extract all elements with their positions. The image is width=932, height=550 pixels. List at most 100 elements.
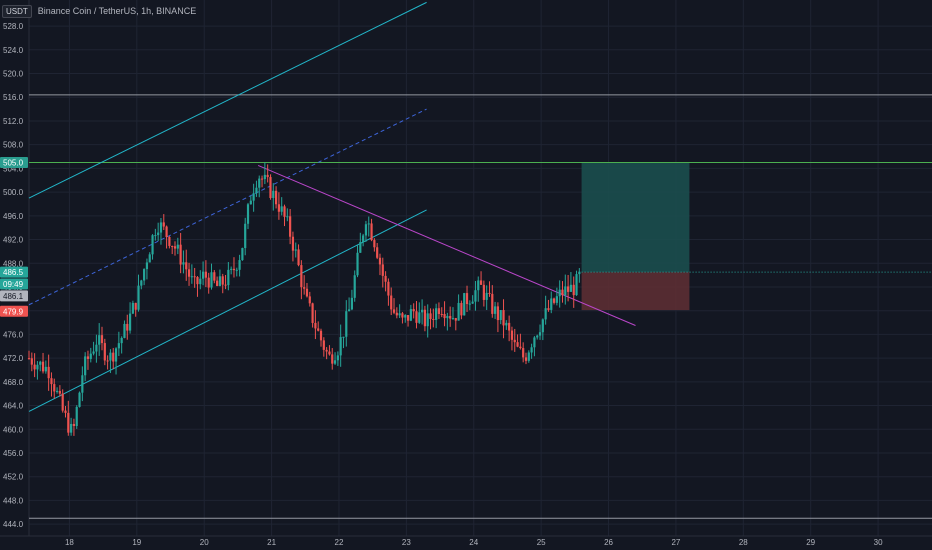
candle-body xyxy=(255,187,258,194)
price-tag-label: 486.5 xyxy=(3,268,24,277)
price-axis[interactable]: 444.0 448.0 452.0 456.0 460.0 464.0 468.0 472.0… xyxy=(3,22,24,529)
candle-body xyxy=(303,287,306,289)
y-tick-label: 456.0 xyxy=(3,449,24,458)
candle-body xyxy=(114,348,118,362)
candle-body xyxy=(41,361,45,372)
candle-body xyxy=(429,313,432,319)
price-tag-bg xyxy=(0,156,28,168)
position-zones[interactable] xyxy=(581,162,932,311)
y-tick-label: 464.0 xyxy=(3,402,24,411)
candle-body xyxy=(538,332,542,336)
candle-body xyxy=(187,269,191,277)
candle-body xyxy=(387,281,390,296)
y-tick-label: 444.0 xyxy=(3,520,24,529)
x-tick-label: 23 xyxy=(402,538,411,547)
candle-body xyxy=(491,293,494,314)
candle-body xyxy=(432,318,435,320)
candle-body xyxy=(412,309,415,312)
candle-body xyxy=(216,280,219,286)
candle-body xyxy=(440,313,443,315)
candle-body xyxy=(277,204,280,212)
candle-body xyxy=(120,337,123,344)
candle-body xyxy=(572,284,575,296)
currency-badge[interactable]: USDT xyxy=(2,4,32,18)
candle-body xyxy=(143,269,146,281)
candle-body xyxy=(311,303,314,323)
symbol-title[interactable]: Binance Coin / TetherUS, 1h, BINANCE xyxy=(37,6,197,16)
price-tag-label: 486.1 xyxy=(3,292,24,301)
candle-body xyxy=(81,375,84,393)
candle-body xyxy=(201,271,205,279)
price-tag-bg xyxy=(0,290,28,302)
candle-body xyxy=(454,318,457,321)
y-tick-label: 460.0 xyxy=(3,425,24,434)
candle-body xyxy=(117,343,120,349)
candle-body xyxy=(390,295,393,310)
candle-body xyxy=(272,190,275,198)
candle-body xyxy=(280,206,283,212)
candle-body xyxy=(409,309,412,321)
candle-body xyxy=(218,276,222,286)
price-tag-label: 505.0 xyxy=(3,158,24,167)
candle-body xyxy=(350,297,354,310)
candle-body xyxy=(406,315,410,321)
candle-body xyxy=(84,356,87,376)
candle-body xyxy=(252,193,255,201)
candle-body xyxy=(522,348,525,358)
candle-body xyxy=(134,302,137,310)
candle-body xyxy=(314,322,317,329)
candle-body xyxy=(505,322,508,326)
candle-body xyxy=(435,308,438,320)
x-tick-label: 18 xyxy=(65,538,74,547)
x-tick-label: 20 xyxy=(200,538,209,547)
price-tag-label: 09:49 xyxy=(3,280,24,289)
candle-body xyxy=(378,257,382,265)
candle-body xyxy=(418,312,421,323)
candle-body xyxy=(479,280,483,285)
candle-body xyxy=(398,313,401,316)
candle-body xyxy=(423,309,427,327)
candle-body xyxy=(204,271,207,278)
candle-body xyxy=(246,204,250,224)
candle-body xyxy=(168,237,171,246)
candle-body xyxy=(145,262,149,270)
candle-body xyxy=(499,310,502,321)
candle-body xyxy=(67,412,70,433)
candle-body xyxy=(50,378,53,385)
candle-body xyxy=(510,330,514,340)
candle-body xyxy=(561,289,564,296)
candle-body xyxy=(154,235,157,237)
candle-body xyxy=(468,303,471,305)
candle-body xyxy=(443,314,446,319)
candle-body xyxy=(446,315,449,319)
candle-body xyxy=(75,406,78,427)
candle-body xyxy=(555,296,558,303)
candle-body xyxy=(392,309,396,313)
candle-body xyxy=(567,286,570,292)
candle-body xyxy=(106,360,109,362)
candle-body xyxy=(488,292,491,294)
y-tick-label: 520.0 xyxy=(3,70,24,79)
y-tick-label: 504.0 xyxy=(3,164,24,173)
candle-body xyxy=(342,336,345,338)
candle-body xyxy=(286,216,289,218)
candle-body xyxy=(269,177,272,198)
time-axis[interactable]: 18 19 20 21 22 23 24 25 26 27 28 29 30 xyxy=(65,538,883,547)
y-tick-label: 492.0 xyxy=(3,236,24,245)
candle-body xyxy=(336,355,339,361)
horizontal-lines[interactable] xyxy=(29,94,932,519)
candle-body xyxy=(401,313,404,318)
candle-body xyxy=(536,335,539,338)
candle-body xyxy=(449,315,452,319)
candle-body xyxy=(171,245,174,247)
candle-body xyxy=(33,364,36,370)
candle-body xyxy=(451,318,455,320)
candle-body xyxy=(70,423,73,433)
candle-body xyxy=(157,232,160,236)
candle-body xyxy=(345,311,348,337)
candle-body xyxy=(148,254,151,263)
y-tick-label: 452.0 xyxy=(3,473,24,482)
x-tick-label: 28 xyxy=(739,538,748,547)
